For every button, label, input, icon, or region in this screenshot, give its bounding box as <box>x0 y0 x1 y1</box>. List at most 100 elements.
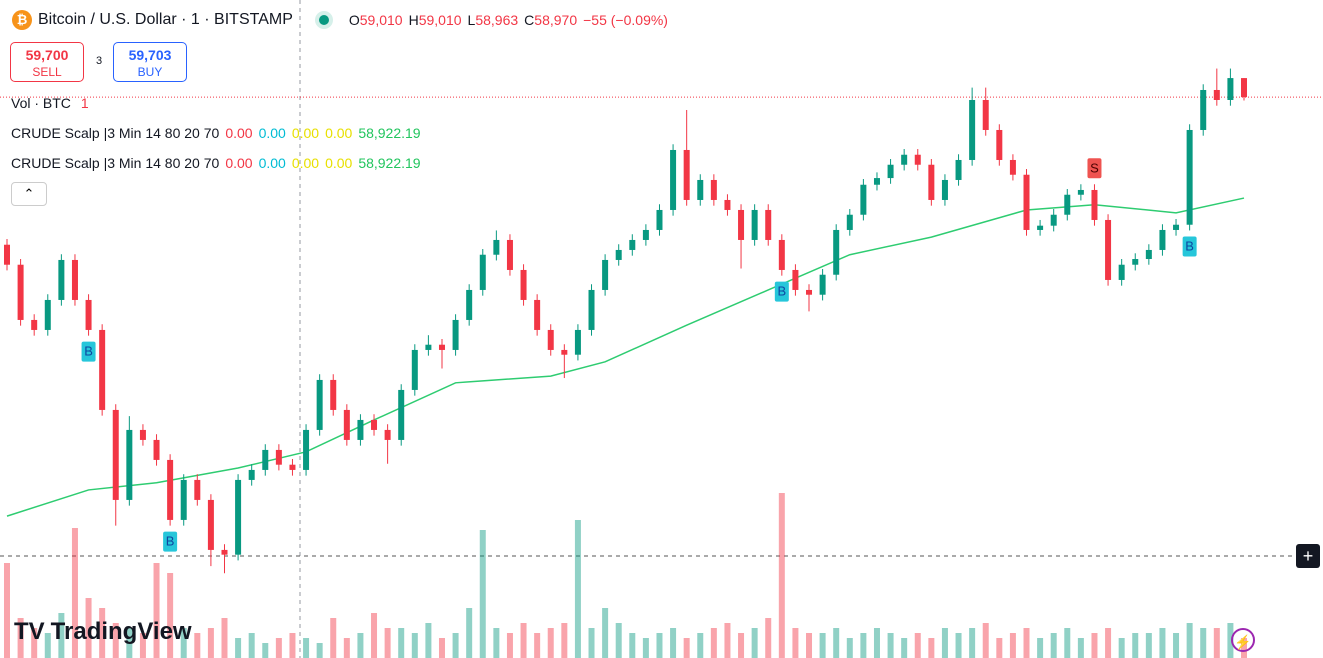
candle-body <box>438 344 445 350</box>
volume-bar <box>194 633 201 658</box>
candle-body <box>1023 174 1030 230</box>
volume-bar <box>710 628 717 658</box>
signal-label: B <box>777 284 786 299</box>
volume-bar <box>493 628 500 658</box>
buy-label: BUY <box>137 65 163 79</box>
ohlc-value: 58,970 <box>534 12 578 28</box>
volume-bar <box>371 613 378 658</box>
volume-bar <box>1200 628 1207 658</box>
volume-bar <box>833 628 840 658</box>
volume-title: Vol · BTC <box>11 95 71 111</box>
candle-body <box>262 449 269 470</box>
candle-body <box>1091 189 1098 220</box>
sell-button[interactable]: 59,700 SELL <box>10 42 84 82</box>
candle-body <box>1009 159 1016 175</box>
indicator-value: 0.00 <box>258 125 286 141</box>
volume-bar <box>289 633 296 658</box>
signal-label: B <box>1185 238 1194 253</box>
volume-bar <box>615 623 622 658</box>
volume-bar <box>656 633 663 658</box>
buy-price: 59,703 <box>128 47 172 63</box>
ohlc-value: 59,010 <box>418 12 462 28</box>
candle-body <box>833 229 840 275</box>
volume-bar <box>126 628 133 658</box>
volume-bar <box>941 628 948 658</box>
volume-bar <box>1105 628 1112 658</box>
volume-bar <box>1173 633 1180 658</box>
candle-body <box>1173 224 1180 230</box>
candle-body <box>751 209 758 240</box>
collapse-button[interactable]: ⌃ <box>11 182 47 206</box>
volume-bar <box>411 633 418 658</box>
candle-body <box>126 429 133 500</box>
volume-bar <box>778 493 785 658</box>
buy-button[interactable]: 59,703 BUY <box>113 42 187 82</box>
candle-body <box>615 249 622 260</box>
coin-icon: ₿ <box>12 10 32 30</box>
candle-body <box>561 349 568 355</box>
candle-body <box>806 289 813 295</box>
candle-body <box>17 264 24 320</box>
candle-body <box>221 549 228 555</box>
signal-box <box>1182 236 1197 257</box>
volume-bar <box>343 638 350 658</box>
candle-body <box>384 429 391 440</box>
volume-bar <box>901 638 908 658</box>
volume-bar <box>4 563 10 658</box>
volume-bar <box>996 638 1003 658</box>
ohlc-value: 59,010 <box>359 12 403 28</box>
candle-body <box>289 464 296 470</box>
candle-body <box>85 299 92 330</box>
indicator-value: 58,922.19 <box>358 125 421 141</box>
candle-body <box>1118 264 1125 280</box>
volume-bar <box>765 618 772 658</box>
volume-bar <box>1077 638 1084 658</box>
volume-bar <box>1037 638 1044 658</box>
candle-body <box>275 449 282 465</box>
candle-body <box>411 349 418 390</box>
add-button[interactable]: + <box>1296 544 1320 568</box>
volume-bar <box>235 638 242 658</box>
volume-bar <box>1145 633 1152 658</box>
bolt-button[interactable]: ⚡ <box>1231 628 1255 652</box>
indicator-legend: CRUDE Scalp |3 Min 14 80 20 70 0.00 0.00 0.… <box>11 125 421 141</box>
candle-body <box>1132 259 1139 265</box>
volume-bar <box>506 633 513 658</box>
candle-body <box>574 329 581 355</box>
candle-body <box>1145 249 1152 260</box>
candle-body <box>765 209 772 240</box>
volume-bar <box>1186 623 1193 658</box>
header: ₿ Bitcoin / U.S. Dollar · 1 · BITSTAMP O… <box>12 10 668 30</box>
volume-bar <box>846 638 853 658</box>
volume-bar <box>303 638 310 658</box>
ohlc-key: L <box>467 12 476 28</box>
volume-bar <box>112 623 119 658</box>
candle-body <box>398 389 405 440</box>
indicator-name: CRUDE Scalp |3 Min 14 80 20 70 <box>11 125 220 141</box>
volume-bar <box>153 563 160 658</box>
signal-label: B <box>84 344 93 359</box>
volume-bar <box>602 608 609 658</box>
candle-body <box>520 269 527 300</box>
candle-body <box>955 159 962 180</box>
candle-body <box>153 439 160 460</box>
symbol[interactable]: Bitcoin / U.S. Dollar · 1 · BITSTAMP <box>38 11 293 28</box>
candle-body <box>1064 194 1071 215</box>
volume-bar <box>819 633 826 658</box>
indicator-legend: CRUDE Scalp |3 Min 14 80 20 70 0.00 0.00 0.… <box>11 155 421 171</box>
candle-body <box>710 179 717 200</box>
candle-body <box>452 319 459 350</box>
candle-body <box>887 164 894 179</box>
candle-body <box>1241 78 1247 98</box>
signal-box <box>163 531 178 552</box>
status-dot <box>318 15 329 25</box>
volume-bar <box>466 608 473 658</box>
candle-body <box>466 289 473 320</box>
ohlc-key: H <box>408 12 419 28</box>
volume-bar <box>1064 628 1071 658</box>
candle-body <box>357 419 364 440</box>
candle-body <box>31 319 38 330</box>
candle-body <box>99 329 106 410</box>
